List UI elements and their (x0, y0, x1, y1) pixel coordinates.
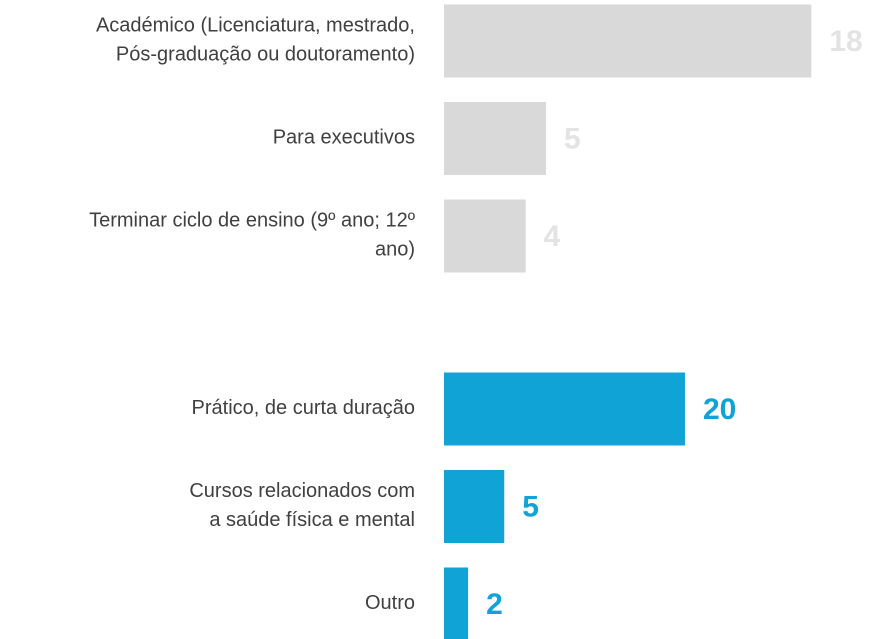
category-line: a saúde física e mental (209, 509, 415, 531)
value-label: 4 (544, 220, 561, 253)
category-label: Terminar ciclo de ensino (9º ano; 12º ano… (89, 210, 416, 261)
category-label: Académico (Licenciatura, mestrado, Pós-gr… (96, 15, 415, 66)
category-label: Prático, de curta duração (192, 397, 415, 419)
bar (444, 470, 505, 543)
category-line: Pós-graduação ou doutoramento) (116, 44, 415, 66)
category-line: Académico (Licenciatura, mestrado, (96, 15, 415, 37)
category-line: Para executivos (273, 127, 415, 149)
value-label: 5 (522, 490, 539, 523)
category-label: Para executivos (273, 127, 415, 149)
category-label: Cursos relacionados com a saúde física e … (189, 480, 415, 531)
category-line: Outro (365, 592, 415, 614)
value-label: 5 (564, 122, 581, 155)
category-line: Cursos relacionados com (189, 480, 415, 502)
category-line: Prático, de curta duração (192, 397, 415, 419)
value-label: 18 (829, 25, 862, 58)
category-label: Outro (365, 592, 415, 614)
bar (444, 4, 812, 78)
value-label: 2 (486, 588, 503, 621)
bar (444, 102, 547, 175)
value-label: 20 (703, 393, 736, 426)
bar (444, 199, 526, 273)
bar (444, 372, 685, 446)
bar (444, 567, 469, 639)
category-line: Terminar ciclo de ensino (9º ano; 12º (89, 210, 416, 232)
category-line: ano) (375, 239, 415, 261)
